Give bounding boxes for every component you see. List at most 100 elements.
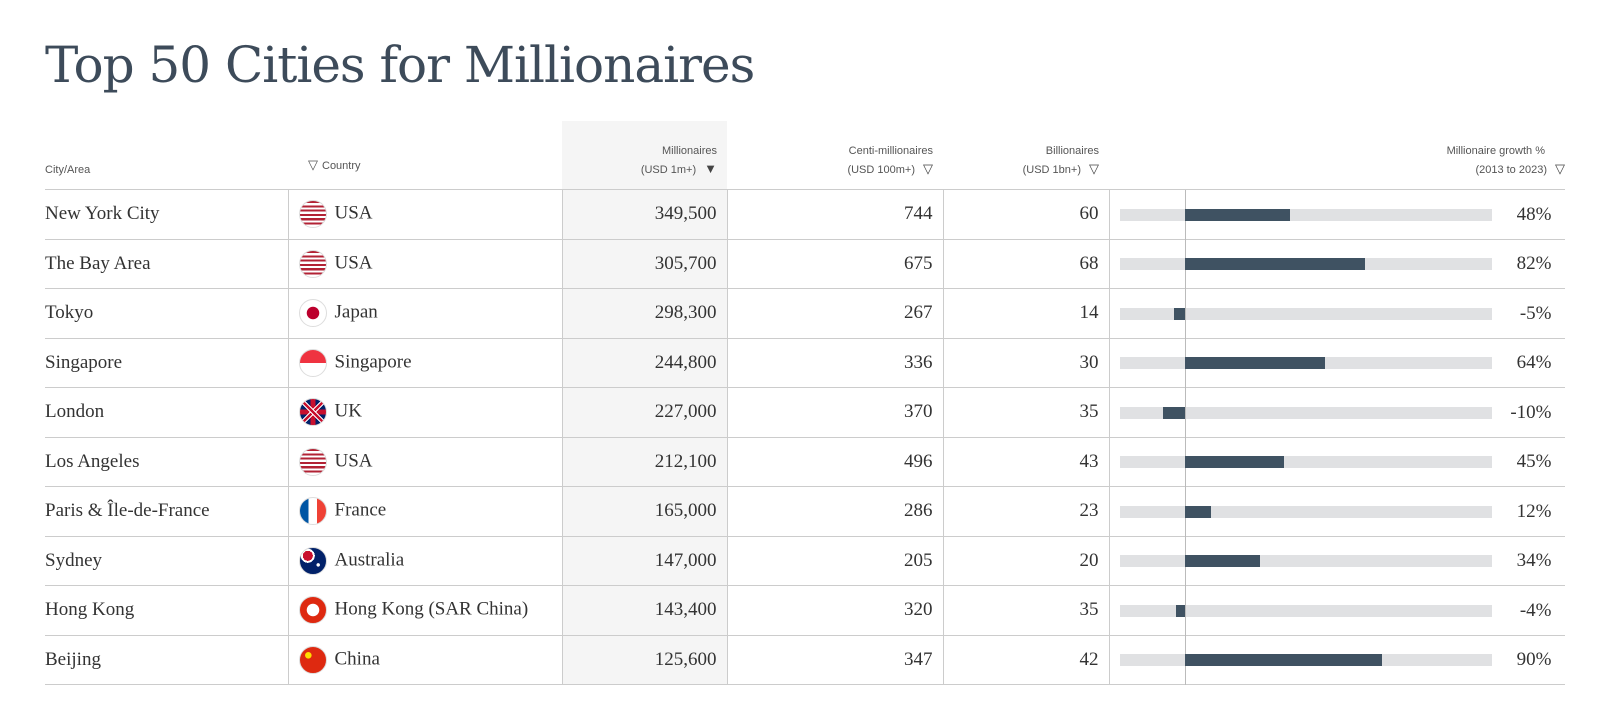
- millionaires-cell: 349,500: [561, 189, 727, 240]
- city-name: Sydney: [45, 549, 102, 571]
- millionaires-value: 165,000: [654, 500, 717, 522]
- header-billionaires[interactable]: Billionaires (USD 1bn+) ▽: [943, 121, 1109, 190]
- millionaires-cell: 165,000: [561, 486, 727, 537]
- country-name: China: [334, 648, 380, 670]
- billionaires-cell: 60: [942, 189, 1109, 240]
- us-flag-icon: [298, 447, 327, 476]
- growth-cell: 48%: [1108, 189, 1565, 240]
- growth-bar: [1185, 456, 1284, 469]
- growth-bar-track: [1119, 288, 1492, 339]
- city-cell: Hong Kong: [45, 585, 288, 636]
- millionaires-cell: 227,000: [561, 387, 727, 438]
- growth-bar: [1185, 654, 1383, 667]
- growth-cell: 64%: [1108, 338, 1565, 389]
- country-cell: UK: [287, 387, 562, 438]
- table-row: Tokyo Japan 298,300 267 14 -5%: [45, 288, 1565, 339]
- centi-cell: 675: [726, 239, 943, 289]
- header-growth[interactable]: Millionaire growth % (2013 to 2023) ▽: [1109, 121, 1565, 190]
- country-cell: China: [287, 635, 562, 685]
- millionaires-cell: 244,800: [561, 338, 727, 388]
- growth-value: 34%: [1516, 550, 1552, 572]
- cn-flag-icon: [298, 645, 327, 674]
- billionaires-cell: 42: [942, 635, 1109, 685]
- centi-value: 320: [904, 599, 933, 621]
- growth-bar: [1176, 604, 1186, 617]
- header-sublabel: (USD 100m+): [847, 164, 915, 176]
- centi-value: 744: [904, 203, 933, 225]
- growth-bar-track: [1119, 536, 1492, 587]
- country-name: Hong Kong (SAR China): [334, 598, 529, 620]
- centi-value: 286: [904, 500, 933, 522]
- sort-icon: ▽: [308, 157, 318, 172]
- city-cell: The Bay Area: [45, 239, 288, 289]
- growth-value: 82%: [1516, 253, 1552, 275]
- billionaires-cell: 30: [942, 338, 1109, 388]
- zero-line: [1185, 387, 1187, 438]
- billionaires-value: 35: [1079, 401, 1099, 423]
- growth-value: -4%: [1519, 599, 1552, 621]
- growth-bar-track: [1119, 387, 1492, 438]
- millionaires-value: 298,300: [654, 302, 717, 324]
- growth-cell: -10%: [1108, 387, 1565, 438]
- billionaires-value: 14: [1079, 302, 1099, 324]
- billionaires-cell: 43: [942, 437, 1109, 487]
- header-country[interactable]: ▽ Country: [288, 121, 562, 190]
- millionaires-value: 125,600: [654, 648, 717, 670]
- city-cell: Paris & Île-de-France: [45, 486, 288, 537]
- millionaires-cell: 212,100: [561, 437, 727, 487]
- header-centi[interactable]: Centi-millionaires (USD 100m+) ▽: [727, 121, 943, 190]
- header-city[interactable]: City/Area: [45, 121, 288, 190]
- city-name: Singapore: [45, 351, 123, 373]
- billionaires-value: 30: [1079, 351, 1099, 373]
- growth-cell: 90%: [1108, 635, 1565, 686]
- billionaires-cell: 35: [942, 387, 1109, 438]
- billionaires-value: 23: [1079, 500, 1099, 522]
- growth-cell: 34%: [1108, 536, 1565, 587]
- table-row: Los Angeles USA 212,100 496 43 45%: [45, 437, 1565, 488]
- sort-desc-active-icon: ▼: [704, 161, 717, 176]
- header-label: Centi-millionaires: [848, 145, 933, 157]
- millionaires-cell: 298,300: [561, 288, 727, 339]
- zero-line: [1185, 288, 1187, 339]
- header-country-label: Country: [322, 160, 361, 172]
- country-cell: Japan: [287, 288, 562, 339]
- header-millionaires[interactable]: Millionaires (USD 1m+) ▼: [562, 121, 727, 190]
- city-name: Los Angeles: [45, 450, 140, 472]
- uk-flag-icon: [298, 398, 327, 427]
- billionaires-cell: 68: [942, 239, 1109, 289]
- growth-value: 90%: [1516, 649, 1552, 671]
- growth-bar: [1185, 555, 1260, 568]
- millionaires-value: 147,000: [654, 549, 717, 571]
- centi-cell: 496: [726, 437, 943, 487]
- country-cell: Singapore: [287, 338, 562, 388]
- hk-flag-icon: [298, 596, 327, 625]
- country-name: Singapore: [334, 351, 412, 373]
- millionaires-cell: 305,700: [561, 239, 727, 289]
- billionaires-value: 35: [1079, 599, 1099, 621]
- growth-cell: -5%: [1108, 288, 1565, 339]
- page-title: Top 50 Cities for Millionaires: [45, 36, 755, 94]
- zero-line: [1185, 585, 1187, 636]
- header-sublabel: (USD 1bn+): [1022, 164, 1081, 176]
- centi-value: 336: [904, 351, 933, 373]
- growth-bar-track: [1119, 585, 1492, 636]
- table-row: The Bay Area USA 305,700 675 68 82%: [45, 239, 1565, 290]
- billionaires-cell: 35: [942, 585, 1109, 636]
- city-cell: London: [45, 387, 288, 438]
- growth-cell: 45%: [1108, 437, 1565, 488]
- growth-value: 12%: [1516, 500, 1552, 522]
- sg-flag-icon: [298, 348, 327, 377]
- header-label: Billionaires: [1045, 145, 1099, 157]
- country-cell: France: [287, 486, 562, 537]
- centi-cell: 744: [726, 189, 943, 240]
- country-name: France: [334, 499, 387, 521]
- growth-value: -5%: [1519, 302, 1552, 324]
- centi-value: 267: [904, 302, 933, 324]
- country-name: USA: [334, 202, 373, 224]
- centi-cell: 286: [726, 486, 943, 537]
- growth-bar: [1174, 307, 1186, 320]
- header-city-label: City/Area: [45, 164, 91, 176]
- millionaires-value: 244,800: [654, 351, 717, 373]
- city-cell: Los Angeles: [45, 437, 288, 487]
- growth-value: 45%: [1516, 451, 1552, 473]
